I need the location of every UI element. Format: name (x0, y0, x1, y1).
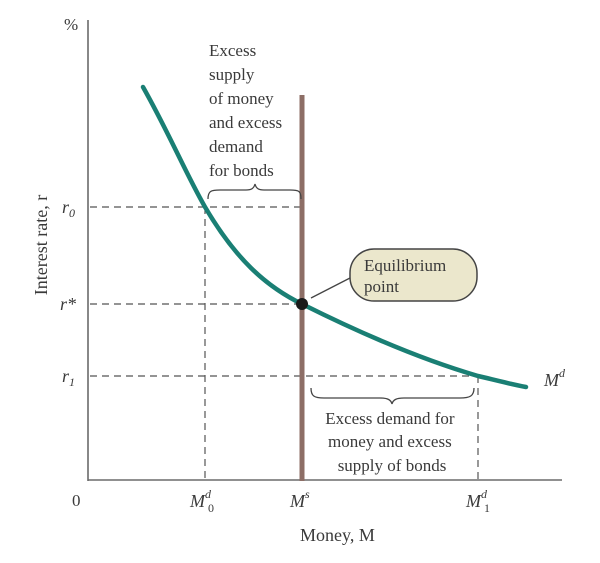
tick-rstar: r* (60, 294, 76, 314)
y-axis-title: Interest rate, r (31, 195, 51, 295)
origin-label: 0 (72, 491, 81, 510)
excess-supply-money-text: Excess supply of money and excess demand… (209, 41, 286, 180)
x-axis-title: Money, M (300, 525, 375, 545)
upper-brace (207, 183, 302, 200)
money-demand-curve (140, 84, 529, 390)
equilibrium-callout (349, 248, 478, 302)
tick-Ms: Ms (289, 487, 310, 511)
tick-M0d: Md (189, 487, 212, 511)
tick-M1d: Md (465, 487, 488, 511)
lower-brace (310, 387, 475, 405)
tick-r1: r1 (62, 366, 75, 389)
tick-M1d-sub: 1 (484, 501, 490, 515)
tick-M0d-sub: 0 (208, 501, 214, 515)
equilibrium-label: Equilibrium point (364, 256, 450, 296)
percent-unit-label: % (64, 15, 78, 34)
callout-pointer (310, 277, 351, 299)
excess-demand-money-text: Excess demand for money and excess suppl… (325, 409, 459, 475)
tick-r0: r0 (62, 197, 75, 220)
guide-lines (90, 206, 479, 480)
demand-curve-label: Md (543, 366, 566, 390)
equilibrium-dot (296, 298, 308, 310)
